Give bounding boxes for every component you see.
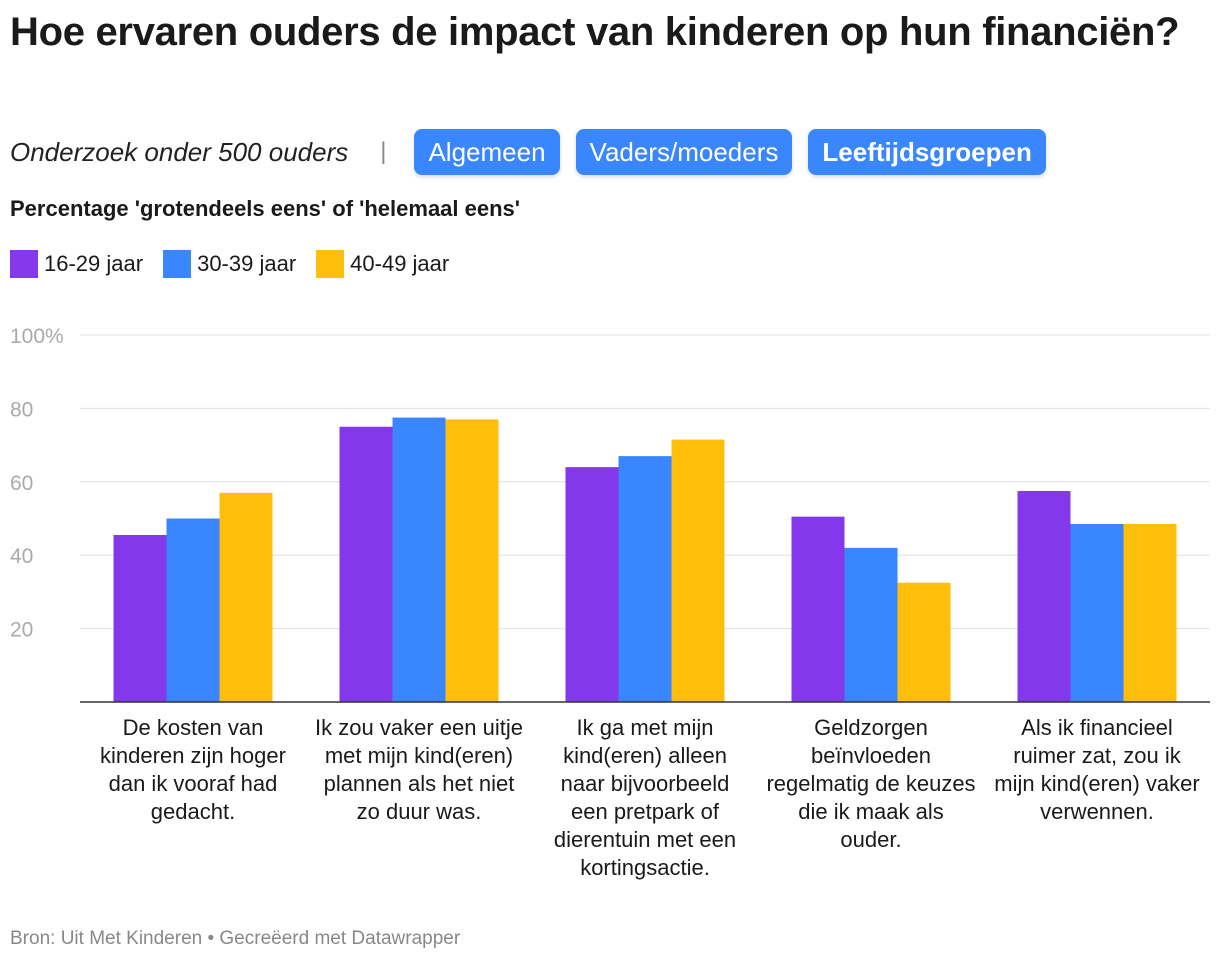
y-tick-label-40: 40 <box>10 545 33 568</box>
bar-30-39-jaar-cat3[interactable] <box>618 456 672 702</box>
category-label-1: De kosten van kinderen zijn hoger dan ik… <box>100 715 286 824</box>
chart-title: Hoe ervaren ouders de impact van kindere… <box>10 10 1180 54</box>
legend: 16-29 jaar 30-39 jaar 40-49 jaar <box>10 250 469 278</box>
subtitle-row: Onderzoek onder 500 ouders | Algemeen Va… <box>10 128 1062 176</box>
y-tick-label-80: 80 <box>10 398 33 421</box>
legend-swatch-40-49 <box>316 250 345 278</box>
legend-swatch-16-29 <box>10 250 38 278</box>
legend-label-40-49: 40-49 jaar <box>350 251 450 276</box>
bar-16-29-jaar-cat2[interactable] <box>339 426 393 702</box>
bar-30-39-jaar-cat4[interactable] <box>844 547 898 702</box>
legend-swatch-30-39 <box>163 250 192 278</box>
chart-description: Percentage 'grotendeels eens' of 'helema… <box>10 196 521 221</box>
y-tick-label-20: 20 <box>10 619 33 642</box>
bar-30-39-jaar-cat2[interactable] <box>392 417 446 702</box>
bar-chart: 20 40 60 80 100% <box>10 325 1210 703</box>
category-label-5: Als ik financieel ruimer zat, zou ik mij… <box>994 715 1200 824</box>
category-label-4: Geldzorgen beïnvloeden regelmatig de keu… <box>766 715 976 852</box>
button-vaders-moeders[interactable]: Vaders/moeders <box>575 129 793 175</box>
y-tick-label-100: 100% <box>10 325 64 348</box>
button-leeftijdsgroepen[interactable]: Leeftijdsgroepen <box>808 129 1046 175</box>
bar-40-49-jaar-cat3[interactable] <box>671 439 725 702</box>
bar-40-49-jaar-cat4[interactable] <box>897 582 951 702</box>
separator: | <box>380 138 387 165</box>
legend-label-30-39: 30-39 jaar <box>197 251 297 276</box>
legend-item-30-39: 30-39 jaar <box>163 250 296 278</box>
legend-label-16-29: 16-29 jaar <box>44 251 144 276</box>
bar-16-29-jaar-cat1[interactable] <box>113 535 167 702</box>
bar-30-39-jaar-cat1[interactable] <box>166 518 220 703</box>
bar-30-39-jaar-cat5[interactable] <box>1070 524 1124 702</box>
bar-40-49-jaar-cat1[interactable] <box>219 492 273 702</box>
bar-16-29-jaar-cat4[interactable] <box>791 516 845 702</box>
bar-40-49-jaar-cat2[interactable] <box>445 419 499 702</box>
bar-40-49-jaar-cat5[interactable] <box>1123 524 1177 702</box>
category-label-3: Ik ga met mijn kind(eren) alleen naar bi… <box>553 715 737 880</box>
button-algemeen[interactable]: Algemeen <box>414 129 560 175</box>
source-note: Bron: Uit Met Kinderen • Gecreëerd met D… <box>10 928 461 949</box>
legend-item-16-29: 16-29 jaar <box>10 250 143 278</box>
subtitle: Onderzoek onder 500 ouders <box>10 136 349 167</box>
bar-16-29-jaar-cat3[interactable] <box>565 467 619 702</box>
y-tick-label-60: 60 <box>10 472 33 495</box>
bar-16-29-jaar-cat5[interactable] <box>1017 490 1071 702</box>
category-label-2: Ik zou vaker een uitje met mijn kind(ere… <box>315 715 523 824</box>
legend-item-40-49: 40-49 jaar <box>316 250 449 278</box>
